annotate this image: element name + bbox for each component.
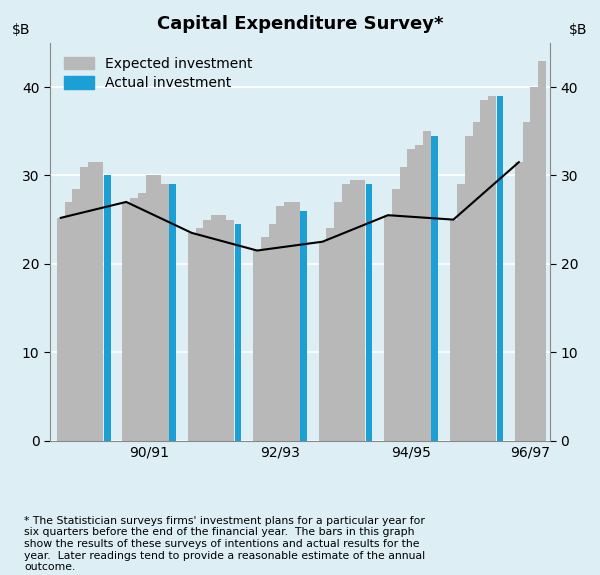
Bar bbox=[334, 202, 342, 440]
Bar bbox=[138, 193, 146, 440]
Bar bbox=[73, 189, 80, 440]
Bar bbox=[392, 189, 400, 440]
Bar bbox=[342, 184, 350, 440]
Bar bbox=[261, 237, 269, 440]
Title: Capital Expenditure Survey*: Capital Expenditure Survey* bbox=[157, 15, 443, 33]
Bar bbox=[235, 224, 241, 440]
Bar bbox=[284, 202, 292, 440]
Bar bbox=[538, 60, 546, 440]
Bar bbox=[523, 122, 530, 440]
Bar bbox=[226, 220, 234, 440]
Bar bbox=[154, 175, 161, 440]
Bar bbox=[457, 184, 465, 440]
Bar bbox=[146, 175, 154, 440]
Bar bbox=[407, 149, 415, 440]
Bar bbox=[481, 100, 488, 440]
Bar bbox=[431, 136, 437, 440]
Bar bbox=[169, 184, 176, 440]
Bar bbox=[497, 96, 503, 440]
Legend: Expected investment, Actual investment: Expected investment, Actual investment bbox=[57, 50, 260, 97]
Bar bbox=[465, 136, 473, 440]
Bar bbox=[449, 220, 457, 440]
Bar bbox=[350, 180, 358, 440]
Bar bbox=[211, 215, 219, 440]
Bar bbox=[384, 215, 392, 440]
Bar bbox=[269, 224, 277, 440]
Bar bbox=[400, 167, 407, 440]
Bar bbox=[95, 162, 103, 440]
Bar bbox=[80, 167, 88, 440]
Bar bbox=[488, 96, 496, 440]
Bar bbox=[415, 144, 423, 440]
Bar bbox=[122, 202, 130, 440]
Bar bbox=[326, 228, 334, 440]
Text: * The Statistician surveys firms' investment plans for a particular year for
six: * The Statistician surveys firms' invest… bbox=[24, 516, 425, 572]
Bar bbox=[219, 215, 226, 440]
Bar bbox=[130, 198, 138, 440]
Text: $B: $B bbox=[569, 23, 587, 37]
Bar bbox=[423, 131, 431, 440]
Bar bbox=[188, 233, 196, 440]
Text: $B: $B bbox=[13, 23, 31, 37]
Bar bbox=[88, 162, 95, 440]
Bar bbox=[57, 218, 65, 440]
Bar bbox=[65, 202, 73, 440]
Bar bbox=[365, 184, 372, 440]
Bar bbox=[530, 87, 538, 440]
Bar bbox=[319, 242, 326, 440]
Bar bbox=[358, 180, 365, 440]
Bar bbox=[104, 175, 110, 440]
Bar bbox=[161, 184, 169, 440]
Bar bbox=[292, 202, 299, 440]
Bar bbox=[203, 220, 211, 440]
Bar bbox=[253, 251, 261, 440]
Bar bbox=[473, 122, 481, 440]
Bar bbox=[300, 211, 307, 440]
Bar bbox=[196, 228, 203, 440]
Bar bbox=[277, 206, 284, 440]
Bar bbox=[515, 162, 523, 440]
